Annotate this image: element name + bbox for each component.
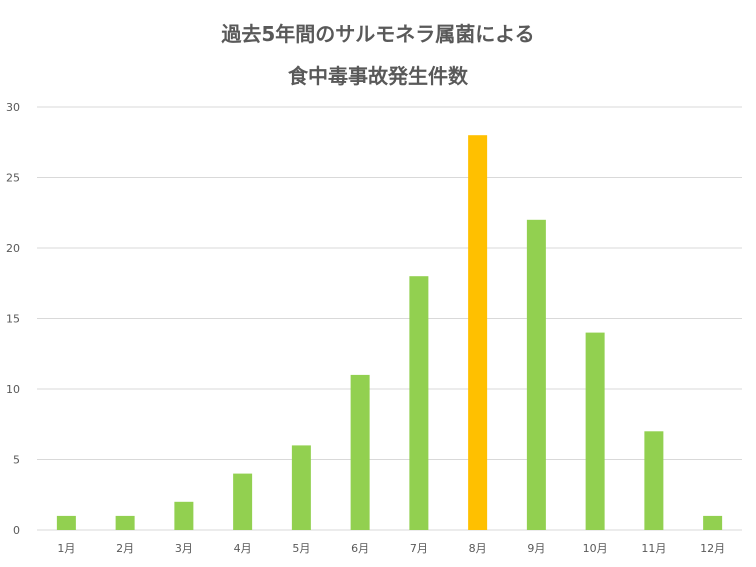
x-tick-label: 7月 <box>410 542 428 555</box>
x-tick-label: 8月 <box>469 542 487 555</box>
x-tick-label: 10月 <box>583 542 608 555</box>
bar <box>174 501 194 530</box>
bar <box>585 332 605 530</box>
bar <box>409 276 429 530</box>
bar <box>468 135 488 530</box>
y-tick-label: 25 <box>6 172 20 185</box>
x-tick-label: 12月 <box>700 542 725 555</box>
bar <box>644 431 664 530</box>
x-tick-label: 2月 <box>116 542 134 555</box>
y-tick-label: 0 <box>13 524 20 537</box>
chart-title-line-1: 過去5年間のサルモネラ属菌による <box>221 22 535 46</box>
bar <box>56 515 76 530</box>
chart-title-line-2: 食中毒事故発生件数 <box>288 64 468 88</box>
x-tick-label: 5月 <box>292 542 310 555</box>
x-tick-label: 6月 <box>351 542 369 555</box>
y-tick-label: 15 <box>6 313 20 326</box>
bar <box>703 515 723 530</box>
bar <box>350 374 370 530</box>
bar <box>291 445 311 530</box>
x-tick-label: 1月 <box>57 542 75 555</box>
bar <box>526 219 546 531</box>
y-tick-label: 10 <box>6 383 20 396</box>
x-tick-label: 11月 <box>641 542 666 555</box>
bar <box>115 515 135 530</box>
y-tick-label: 5 <box>13 454 20 467</box>
x-tick-label: 9月 <box>527 542 545 555</box>
x-tick-label: 4月 <box>234 542 252 555</box>
x-tick-label: 3月 <box>175 542 193 555</box>
y-tick-label: 30 <box>6 101 20 114</box>
bar <box>233 473 253 530</box>
y-tick-label: 20 <box>6 242 20 255</box>
